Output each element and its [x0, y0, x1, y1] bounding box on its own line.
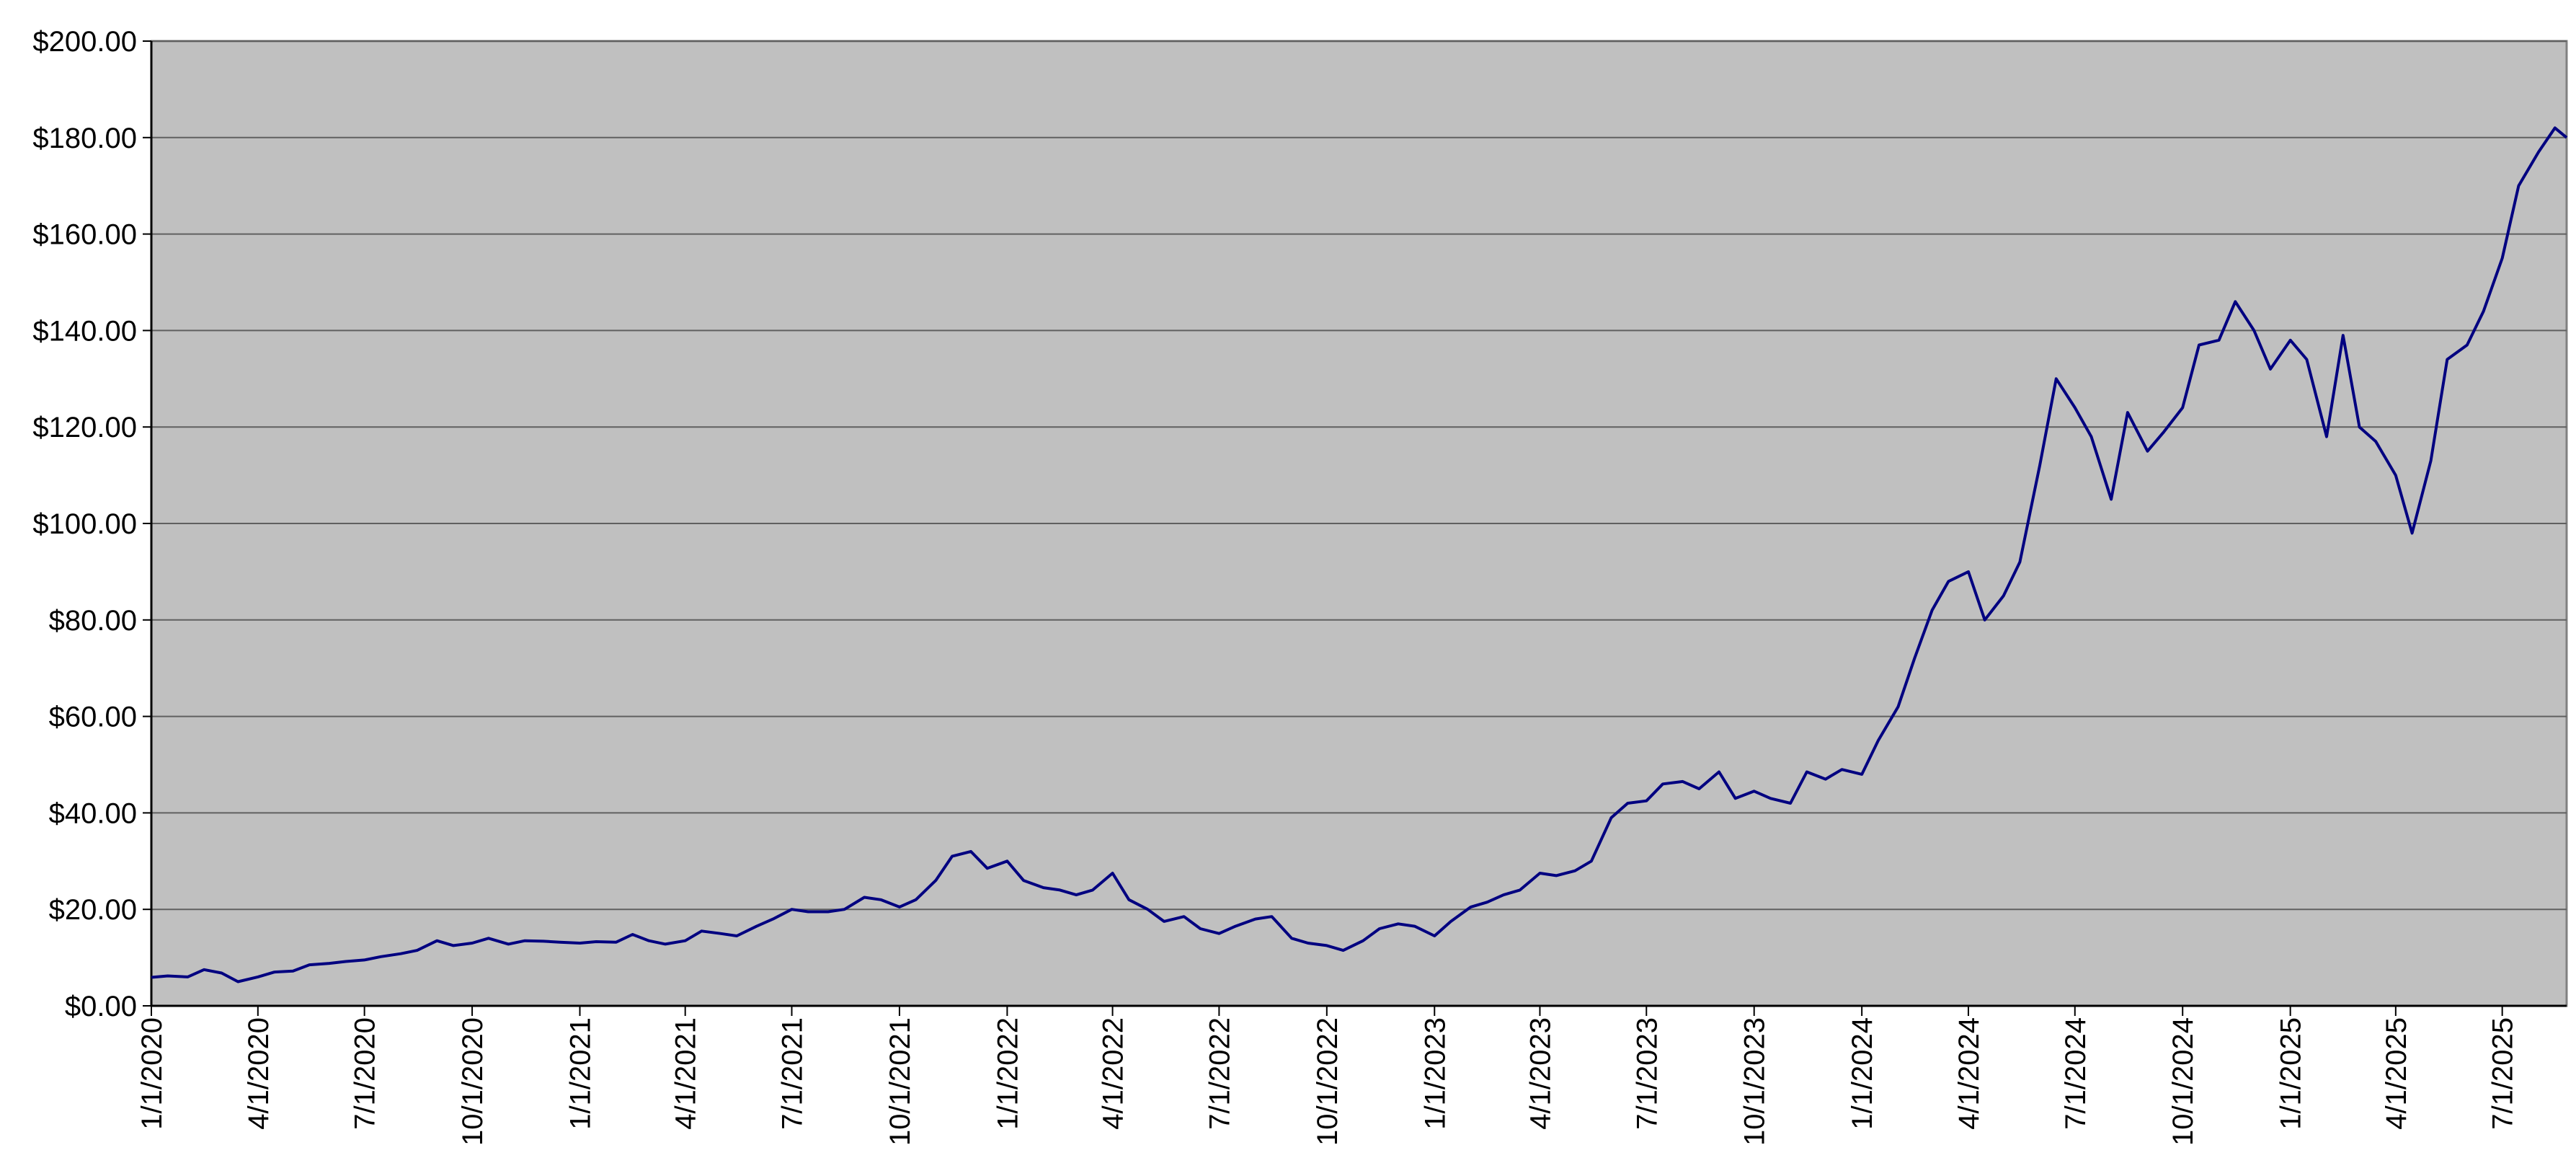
x-tick-label: 7/1/2022 [1204, 1017, 1235, 1130]
y-tick-label: $100.00 [32, 508, 137, 540]
x-tick-label: 4/1/2020 [243, 1017, 275, 1130]
y-tick-label: $140.00 [32, 315, 137, 347]
x-tick-label: 1/1/2020 [136, 1017, 168, 1130]
x-tick-label: 10/1/2021 [884, 1017, 916, 1146]
x-tick-label: 10/1/2023 [1739, 1017, 1771, 1146]
x-tick-label: 4/1/2025 [2381, 1017, 2412, 1130]
y-tick-label: $0.00 [65, 991, 137, 1022]
y-tick-label: $120.00 [32, 412, 137, 443]
x-tick-label: 7/1/2020 [350, 1017, 381, 1130]
y-tick-label: $80.00 [49, 605, 137, 637]
y-tick-label: $60.00 [49, 702, 137, 733]
x-tick-label: 1/1/2024 [1847, 1017, 1878, 1130]
x-tick-label: 4/1/2023 [1524, 1017, 1556, 1130]
x-tick-label: 7/1/2024 [2060, 1017, 2092, 1130]
x-tick-label: 7/1/2025 [2487, 1017, 2519, 1130]
x-tick-label: 1/1/2022 [992, 1017, 1023, 1130]
x-tick-label: 7/1/2021 [777, 1017, 809, 1130]
x-tick-label: 4/1/2022 [1098, 1017, 1129, 1130]
price-line [151, 126, 2568, 983]
y-tick-label: $20.00 [49, 894, 137, 926]
x-tick-label: 7/1/2023 [1631, 1017, 1663, 1130]
x-tick-label: 4/1/2021 [670, 1017, 702, 1130]
x-tick-label: 4/1/2024 [1953, 1017, 1985, 1130]
x-tick-label: 10/1/2022 [1312, 1017, 1343, 1146]
x-tick-label: 10/1/2020 [457, 1017, 489, 1146]
x-tick-label: 10/1/2024 [2167, 1017, 2199, 1146]
x-tick-label: 1/1/2025 [2275, 1017, 2307, 1130]
x-tick-label: 1/1/2021 [565, 1017, 597, 1130]
y-tick-label: $160.00 [32, 219, 137, 251]
y-tick-label: $200.00 [32, 26, 137, 58]
y-tick-label: $180.00 [32, 123, 137, 154]
y-tick-label: $40.00 [49, 797, 137, 829]
x-tick-label: 1/1/2023 [1419, 1017, 1451, 1130]
